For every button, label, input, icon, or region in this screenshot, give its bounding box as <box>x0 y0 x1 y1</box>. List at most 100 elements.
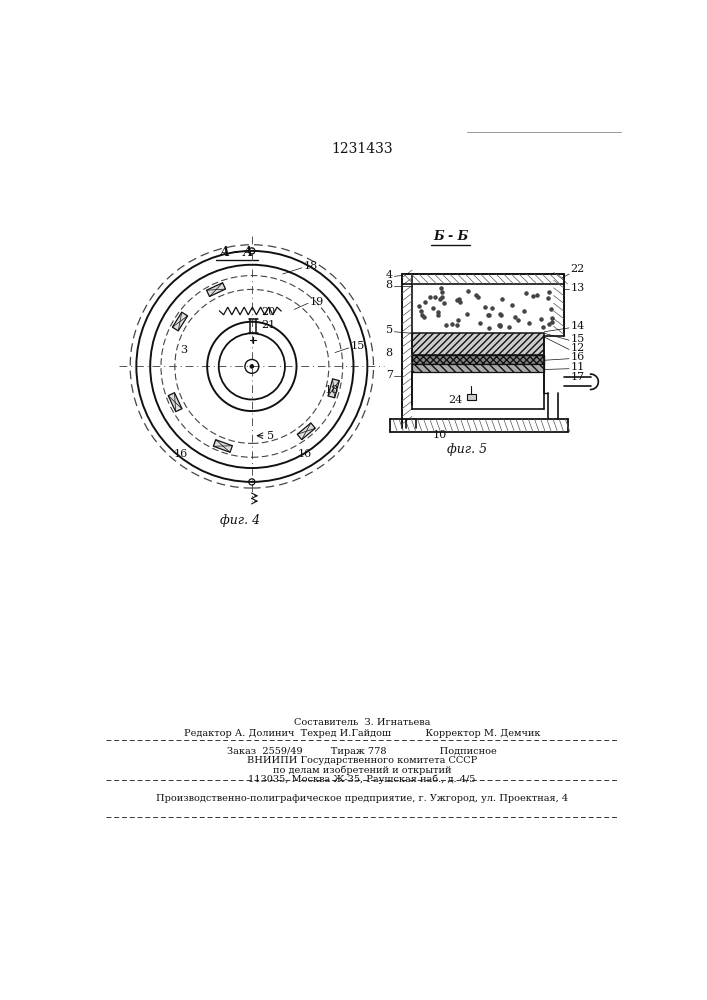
Point <box>537 319 549 335</box>
Text: 16: 16 <box>571 352 585 362</box>
Polygon shape <box>173 312 187 331</box>
Text: Производственно-полиграфическое предприятие, г. Ужгород, ул. Проектная, 4: Производственно-полиграфическое предприя… <box>156 794 568 803</box>
Point <box>424 289 436 305</box>
Point <box>496 291 507 307</box>
Text: А - А: А - А <box>219 246 254 259</box>
Point <box>519 303 530 319</box>
Text: 5: 5 <box>267 431 274 441</box>
Polygon shape <box>297 423 315 440</box>
Point <box>432 307 443 323</box>
Text: 10: 10 <box>433 430 447 440</box>
Point <box>523 315 534 331</box>
Text: фиг. 5: фиг. 5 <box>448 443 488 456</box>
Text: 4: 4 <box>385 270 393 280</box>
Point <box>494 306 506 322</box>
Point <box>451 317 462 333</box>
Point <box>416 307 428 323</box>
Text: Составитель  З. Игнатьева: Составитель З. Игнатьева <box>294 718 430 727</box>
Text: 1231433: 1231433 <box>331 142 393 156</box>
Point <box>446 316 457 332</box>
Point <box>436 280 447 296</box>
Point <box>484 320 495 336</box>
Text: фиг. 4: фиг. 4 <box>220 514 260 527</box>
Text: 22: 22 <box>571 264 585 274</box>
Point <box>510 309 521 325</box>
Point <box>542 290 553 306</box>
Polygon shape <box>328 379 339 398</box>
Text: ВНИИПИ Государственного комитета СССР: ВНИИПИ Государственного комитета СССР <box>247 756 477 765</box>
Polygon shape <box>168 393 182 412</box>
Point <box>454 294 465 310</box>
Text: 16: 16 <box>173 449 187 459</box>
Point <box>462 283 474 299</box>
Text: 15: 15 <box>571 334 585 344</box>
Point <box>483 307 494 323</box>
Point <box>494 317 506 333</box>
Text: 17: 17 <box>571 372 585 382</box>
Point <box>532 287 543 303</box>
Point <box>452 312 464 328</box>
Point <box>415 303 426 319</box>
Text: 18: 18 <box>303 261 317 271</box>
Point <box>527 288 538 304</box>
Bar <box>467 394 476 400</box>
Point <box>487 300 498 316</box>
Point <box>453 291 464 307</box>
Point <box>482 307 493 323</box>
Point <box>419 294 431 310</box>
Point <box>503 319 515 335</box>
Point <box>413 298 424 314</box>
Text: по делам изобретений и открытий: по делам изобретений и открытий <box>273 765 451 775</box>
Text: 19: 19 <box>310 297 324 307</box>
Text: 7: 7 <box>386 370 393 380</box>
Bar <box>412 355 544 364</box>
Circle shape <box>250 364 254 368</box>
Point <box>546 314 557 330</box>
Text: 20: 20 <box>261 307 275 317</box>
Text: 13: 13 <box>571 283 585 293</box>
Text: 16: 16 <box>298 449 312 459</box>
Point <box>432 304 443 320</box>
Text: 8: 8 <box>385 348 393 358</box>
Point <box>438 295 450 311</box>
Point <box>436 289 448 305</box>
Point <box>544 316 555 332</box>
Bar <box>412 364 544 372</box>
Point <box>472 289 483 305</box>
Point <box>496 307 507 323</box>
Point <box>513 312 524 328</box>
Point <box>546 310 557 326</box>
Point <box>430 289 441 305</box>
Text: 18: 18 <box>325 385 339 395</box>
Text: 3: 3 <box>180 345 187 355</box>
Point <box>520 285 532 301</box>
Polygon shape <box>214 440 233 452</box>
Text: Б - Б: Б - Б <box>433 230 468 243</box>
Point <box>494 318 506 334</box>
Text: 8: 8 <box>385 280 393 290</box>
Point <box>419 309 430 325</box>
Point <box>474 315 486 331</box>
Text: 24: 24 <box>448 395 462 405</box>
Point <box>543 284 554 300</box>
Text: 21: 21 <box>261 320 275 330</box>
Point <box>427 300 438 316</box>
Point <box>440 317 451 333</box>
Text: 15: 15 <box>351 341 365 351</box>
Point <box>471 287 482 303</box>
Bar <box>412 333 544 355</box>
Point <box>462 306 473 322</box>
Point <box>451 292 462 308</box>
Text: 14: 14 <box>571 321 585 331</box>
Point <box>536 311 547 327</box>
Point <box>493 317 505 333</box>
Point <box>506 297 518 313</box>
Text: Заказ  2559/49         Тираж 778                 Подписное: Заказ 2559/49 Тираж 778 Подписное <box>227 747 497 756</box>
Polygon shape <box>206 283 226 297</box>
Text: 12: 12 <box>571 343 585 353</box>
Point <box>546 301 557 317</box>
Text: 5: 5 <box>385 325 393 335</box>
Text: Редактор А. Долинич  Техред И.Гайдош           Корректор М. Демчик: Редактор А. Долинич Техред И.Гайдош Корр… <box>184 729 540 738</box>
Point <box>436 284 448 300</box>
Text: 11: 11 <box>571 362 585 372</box>
